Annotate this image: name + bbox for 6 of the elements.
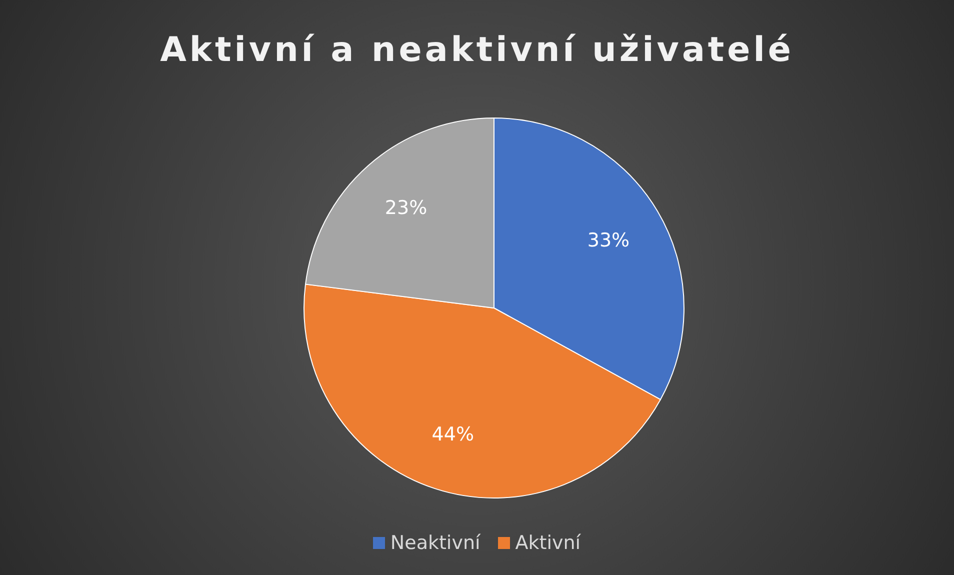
data-label: 44%	[432, 423, 474, 446]
chart-title: Aktivní a neaktivní uživatelé	[159, 30, 795, 70]
legend-label: Neaktivní	[390, 532, 480, 554]
data-label: 23%	[384, 197, 428, 220]
data-label: 33%	[587, 229, 630, 252]
slice-label: Aktivní	[515, 532, 581, 554]
